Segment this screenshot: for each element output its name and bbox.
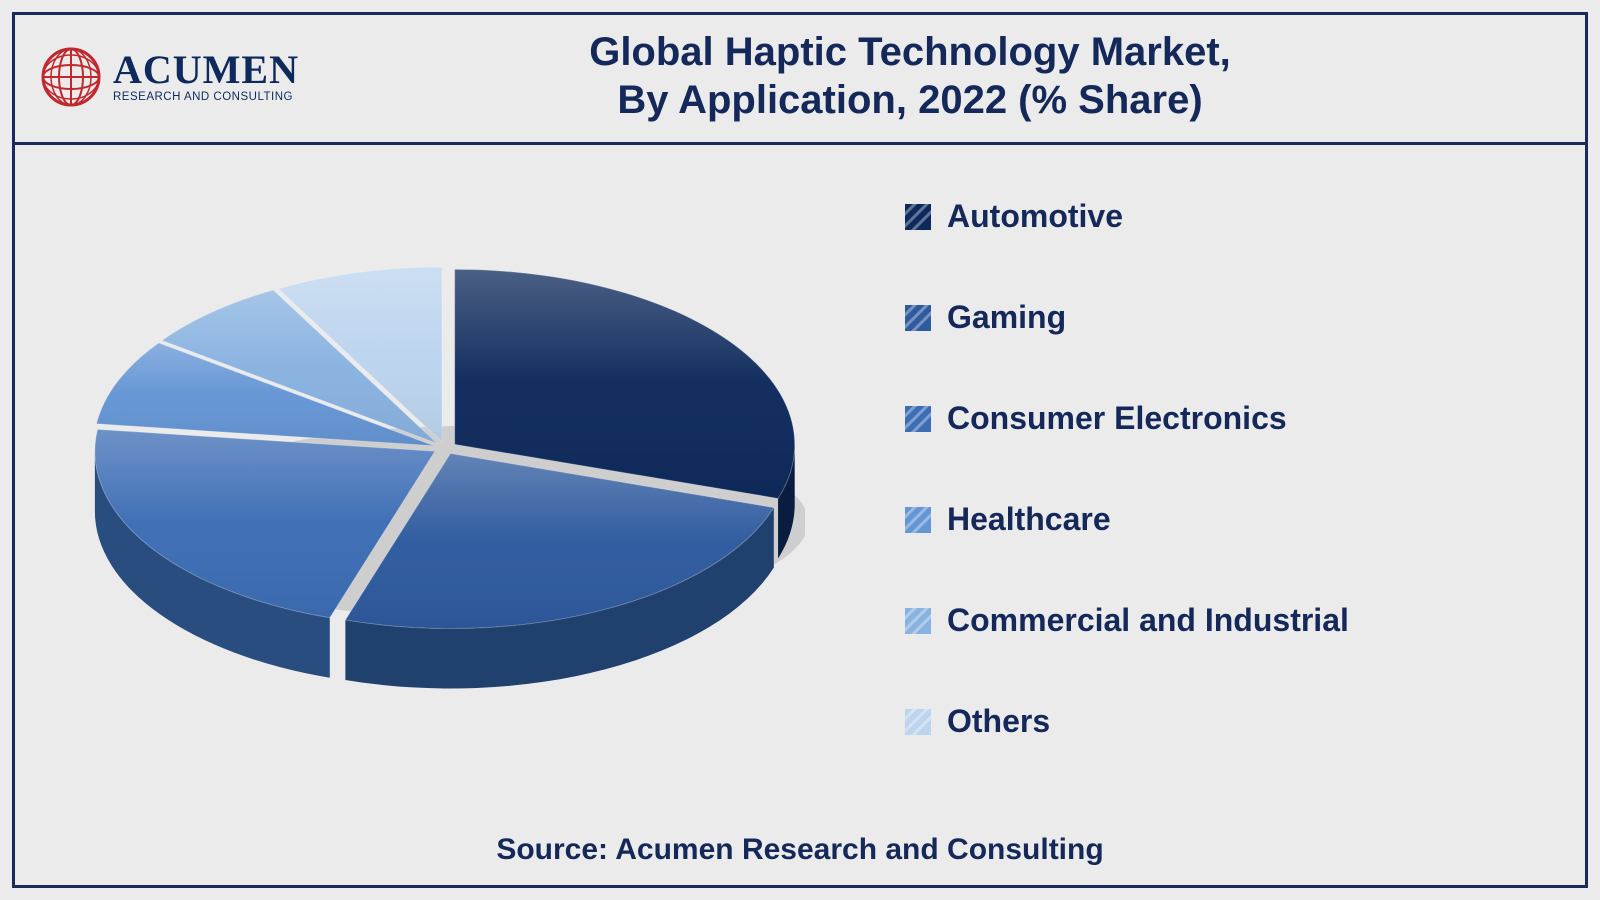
legend-label: Healthcare bbox=[947, 501, 1111, 538]
legend-label: Others bbox=[947, 703, 1050, 740]
pie-chart bbox=[85, 238, 805, 738]
logo-globe-icon bbox=[39, 45, 103, 109]
legend-marker-icon bbox=[905, 305, 931, 331]
legend-label: Gaming bbox=[947, 299, 1066, 336]
legend-label: Commercial and Industrial bbox=[947, 602, 1349, 639]
legend-marker-icon bbox=[905, 507, 931, 533]
header: ACUMEN RESEARCH AND CONSULTING Global Ha… bbox=[15, 15, 1585, 145]
legend-item: Consumer Electronics bbox=[905, 400, 1465, 437]
legend-label: Automotive bbox=[947, 198, 1123, 235]
source-attribution: Source: Acumen Research and Consulting bbox=[15, 833, 1585, 867]
legend-item: Automotive bbox=[905, 198, 1465, 235]
legend-marker-icon bbox=[905, 709, 931, 735]
legend-marker-icon bbox=[905, 608, 931, 634]
legend-marker-icon bbox=[905, 406, 931, 432]
legend-item: Commercial and Industrial bbox=[905, 602, 1465, 639]
legend-label: Consumer Electronics bbox=[947, 400, 1287, 437]
title-line-1: Global Haptic Technology Market, bbox=[259, 29, 1561, 76]
title-line-2: By Application, 2022 (% Share) bbox=[259, 77, 1561, 124]
legend-item: Healthcare bbox=[905, 501, 1465, 538]
chart-title: Global Haptic Technology Market, By Appl… bbox=[259, 29, 1561, 123]
chart-body: Automotive Gaming Consumer Electronics Heal… bbox=[15, 148, 1585, 885]
legend-marker-icon bbox=[905, 204, 931, 230]
legend-item: Others bbox=[905, 703, 1465, 740]
outer-frame: ACUMEN RESEARCH AND CONSULTING Global Ha… bbox=[12, 12, 1588, 888]
legend-item: Gaming bbox=[905, 299, 1465, 336]
legend: Automotive Gaming Consumer Electronics Heal… bbox=[905, 198, 1465, 804]
